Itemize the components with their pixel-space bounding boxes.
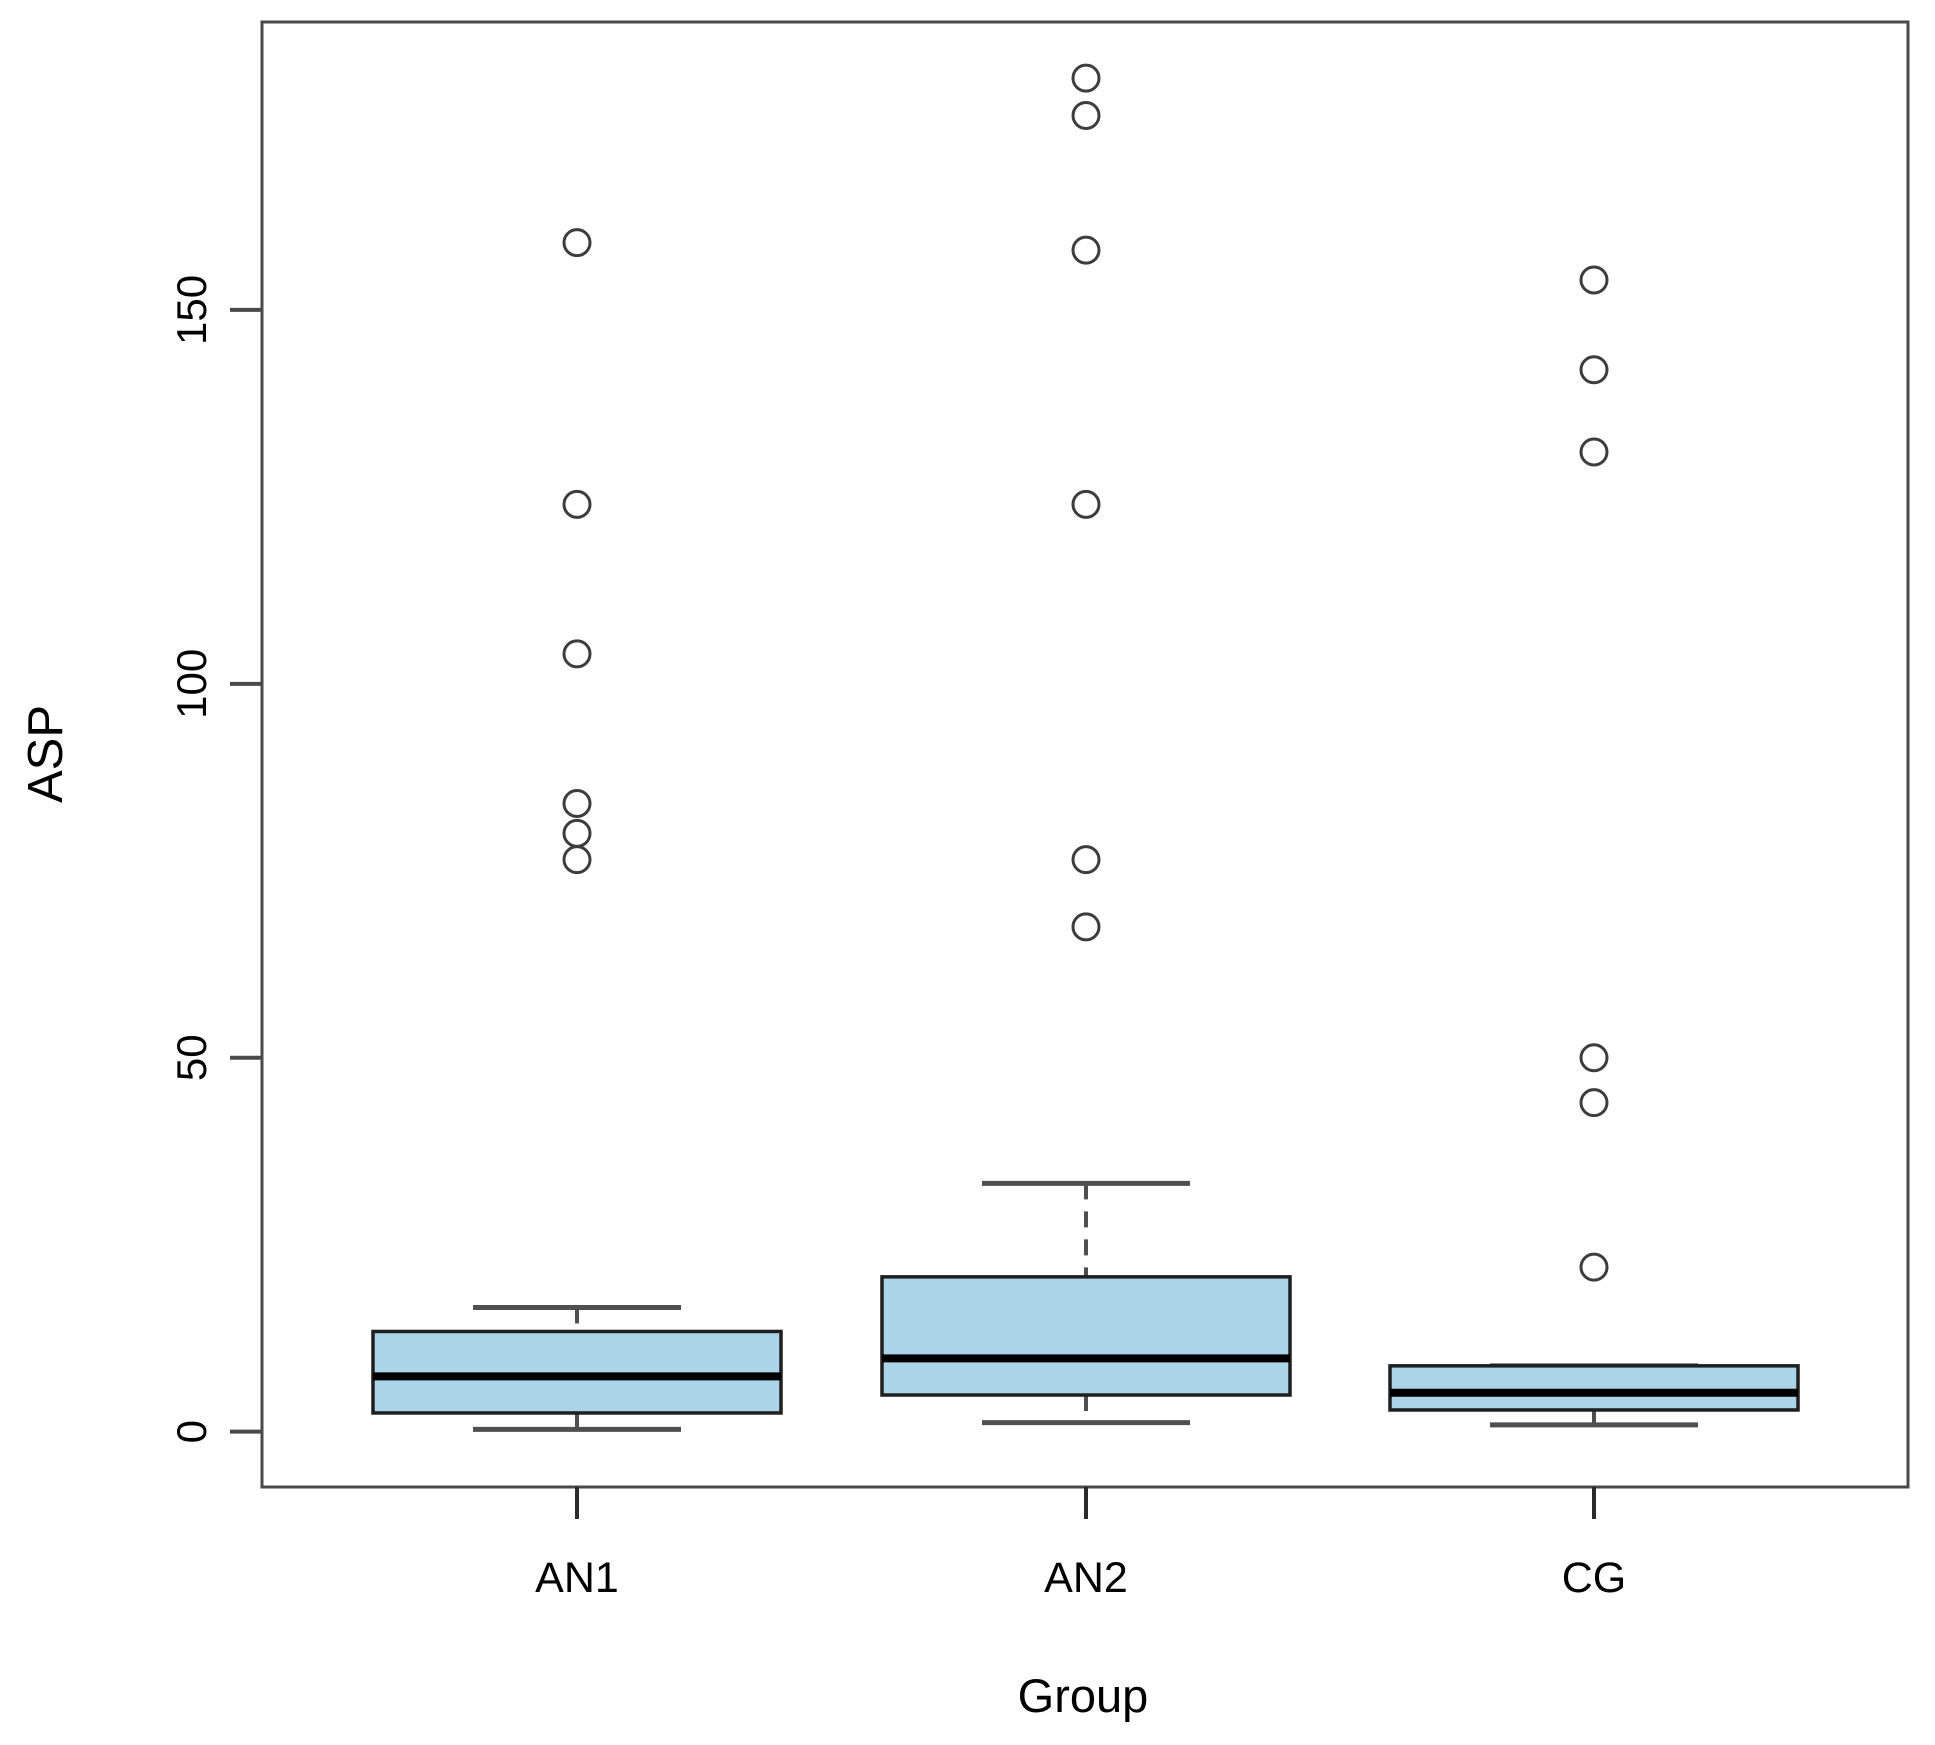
y-tick-label: 150 xyxy=(168,275,215,345)
outlier-AN2 xyxy=(1071,912,1101,942)
outlier-AN2 xyxy=(1071,235,1101,265)
outlier-CG xyxy=(1579,1252,1609,1282)
outlier-CG xyxy=(1579,355,1609,385)
y-axis-title: ASP xyxy=(19,705,73,803)
chart-layer: 0 50 100 150 AN1 AN2 CG xyxy=(168,63,1800,1602)
outlier-CG xyxy=(1579,1088,1609,1118)
outlier-AN2 xyxy=(1071,845,1101,875)
outlier-AN2 xyxy=(1071,63,1101,93)
box-CG xyxy=(1388,1364,1800,1412)
x-tick-label-AN2: AN2 xyxy=(1044,1554,1128,1602)
outlier-AN1 xyxy=(562,788,592,818)
x-tick-label-CG: CG xyxy=(1562,1554,1627,1602)
outlier-AN1 xyxy=(562,845,592,875)
outlier-AN1 xyxy=(562,818,592,848)
x-tick-label-AN1: AN1 xyxy=(535,1554,619,1602)
outlier-CG xyxy=(1579,437,1609,467)
outlier-AN2 xyxy=(1071,489,1101,519)
y-tick-label: 0 xyxy=(168,1420,215,1443)
plot-frame xyxy=(260,20,1910,1489)
outlier-CG xyxy=(1579,1043,1609,1073)
outlier-AN1 xyxy=(562,639,592,669)
outlier-CG xyxy=(1579,265,1609,295)
y-tick-label: 100 xyxy=(168,649,215,719)
x-axis-title: Group xyxy=(1018,1669,1149,1722)
outlier-AN1 xyxy=(562,228,592,258)
box-AN2 xyxy=(880,1275,1292,1397)
outlier-AN2 xyxy=(1071,100,1101,130)
y-tick-label: 50 xyxy=(168,1034,215,1081)
box-AN1 xyxy=(371,1329,783,1415)
outlier-AN1 xyxy=(562,489,592,519)
